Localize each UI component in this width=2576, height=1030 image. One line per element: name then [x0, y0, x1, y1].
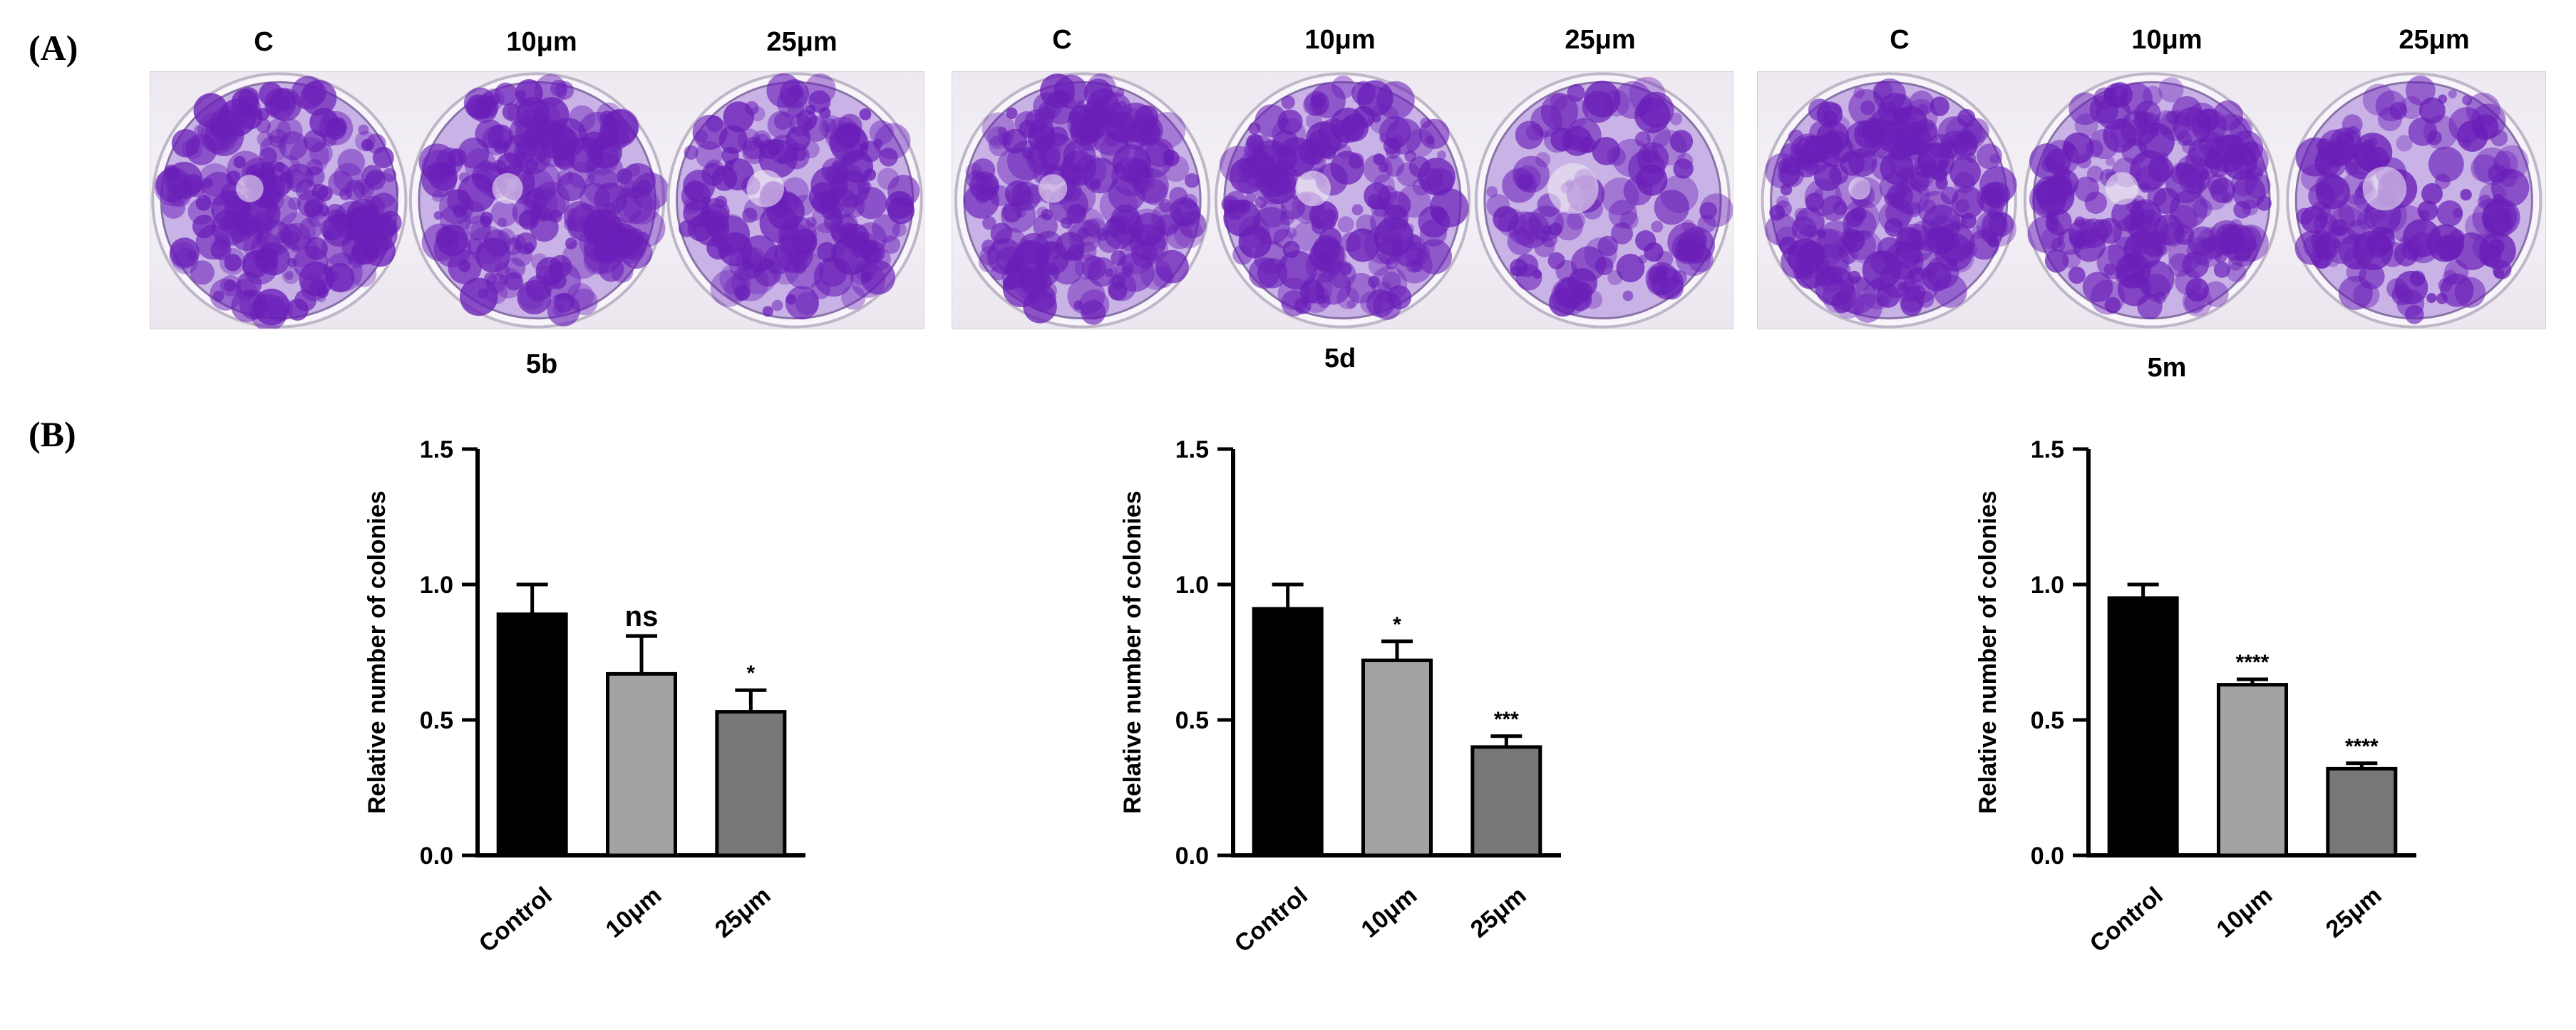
- bar-chart-5m: 0.0 0.5 1.0 1.5 Relative number of colonies C…: [1974, 436, 2416, 958]
- well-0-0: [151, 72, 408, 329]
- y-tick-label: 0.5: [1175, 707, 1209, 734]
- bar: [1252, 607, 1324, 858]
- well-2-0: [1761, 72, 2017, 329]
- significance-label: ***: [1494, 708, 1519, 731]
- plate-photo-5m: [1757, 71, 2546, 329]
- y-tick-label: 1.0: [1175, 572, 1209, 599]
- y-axis-label: Relative number of colonies: [1119, 490, 1146, 813]
- y-axis-label: Relative number of colonies: [364, 490, 391, 813]
- y-tick-label: 1.5: [1175, 436, 1209, 463]
- significance-label: ****: [2236, 651, 2270, 674]
- plate-photo-5d: [952, 71, 1733, 329]
- panel-b-label: (B): [29, 414, 76, 454]
- significance-label: ns: [625, 601, 659, 632]
- bar: [2217, 683, 2288, 858]
- y-tick-label: 0.0: [420, 843, 453, 870]
- significance-label: ****: [2345, 735, 2379, 758]
- well-label-5m-c: C: [1890, 25, 1910, 55]
- bar: [2326, 766, 2398, 858]
- well-label-5d-10: 10μm: [1304, 25, 1376, 55]
- bar-chart-5b: 0.0 0.5 1.0 1.5 Relative number of colonies C…: [364, 436, 805, 958]
- y-tick-label: 0.5: [2031, 707, 2064, 734]
- well-0-1: [408, 72, 669, 329]
- well-2-2: [2286, 72, 2542, 329]
- plate-name-5d: 5d: [1324, 344, 1356, 374]
- x-tick-label: 25μm: [710, 882, 776, 943]
- panel-a-label: (A): [29, 28, 78, 68]
- x-tick-label: 10μm: [601, 882, 666, 943]
- x-tick-label: Control: [2085, 882, 2168, 958]
- plate-photo-5m-svg: [1761, 72, 2542, 329]
- well-label-5b-25: 25μm: [766, 27, 838, 57]
- plate-photo-5b-svg: [151, 72, 923, 329]
- x-tick-label: 10μm: [2212, 882, 2277, 943]
- y-tick-label: 1.5: [2031, 436, 2064, 463]
- well-0-2: [666, 72, 923, 329]
- y-tick-label: 1.0: [420, 572, 453, 599]
- well-label-5d-25: 25μm: [1565, 25, 1636, 55]
- y-tick-label: 0.0: [1175, 843, 1209, 870]
- bar: [715, 710, 787, 858]
- well-label-5b-10: 10μm: [506, 27, 577, 57]
- y-tick-label: 0.0: [2031, 843, 2064, 870]
- y-axis-label: Relative number of colonies: [1974, 490, 2001, 813]
- x-tick-label: 10μm: [1356, 882, 1422, 943]
- well-label-5d-c: C: [1052, 25, 1072, 55]
- y-tick-label: 0.5: [420, 707, 453, 734]
- well-1-1: [1214, 72, 1471, 329]
- plate-photo-5d-svg: [954, 72, 1733, 329]
- x-tick-label: Control: [474, 882, 557, 958]
- plate-photo-5b: [150, 71, 924, 329]
- significance-label: *: [746, 661, 755, 685]
- well-2-1: [2023, 72, 2280, 329]
- bar: [606, 671, 677, 858]
- well-label-5m-25: 25μm: [2399, 25, 2470, 55]
- bar-chart-5d: 0.0 0.5 1.0 1.5 Relative number of colonies C…: [1119, 436, 1561, 958]
- well-label-5b-c: C: [254, 27, 274, 57]
- plate-name-5b: 5b: [525, 349, 558, 379]
- well-1-0: [954, 72, 1211, 329]
- y-tick-label: 1.0: [2031, 572, 2064, 599]
- bar: [1361, 658, 1433, 858]
- bar: [496, 612, 568, 858]
- bar: [2107, 596, 2179, 858]
- y-tick-label: 1.5: [420, 436, 453, 463]
- well-1-2: [1474, 72, 1733, 329]
- plate-name-5m: 5m: [2147, 353, 2187, 383]
- significance-label: *: [1393, 613, 1401, 637]
- well-label-5m-10: 10μm: [2131, 25, 2203, 55]
- bar: [1470, 745, 1542, 858]
- x-tick-label: Control: [1230, 882, 1313, 958]
- x-tick-label: 25μm: [2321, 882, 2386, 943]
- x-tick-label: 25μm: [1465, 882, 1531, 943]
